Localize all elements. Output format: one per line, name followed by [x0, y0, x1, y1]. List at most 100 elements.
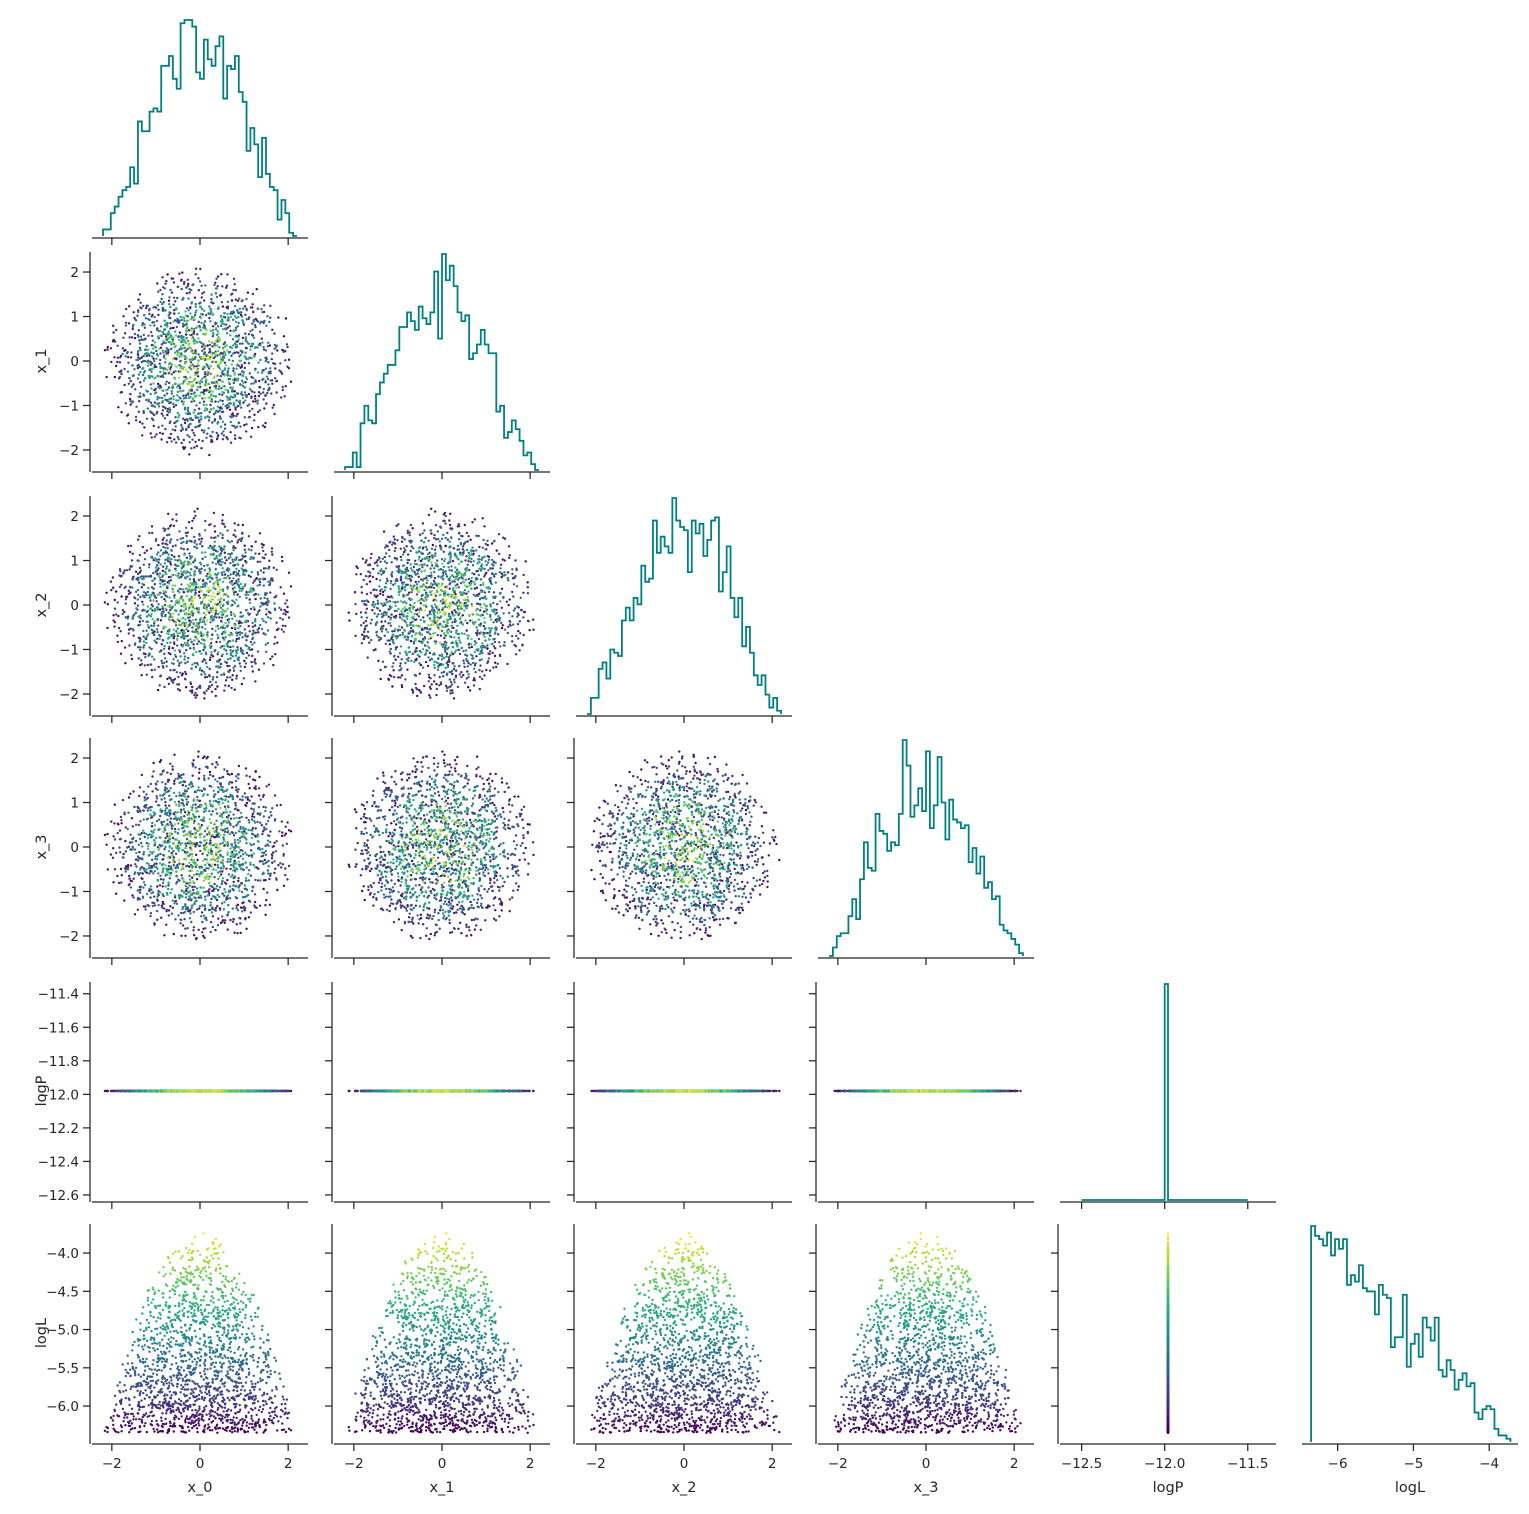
scatter-point	[235, 677, 238, 680]
scatter-point	[257, 425, 260, 429]
scatter-point	[222, 594, 225, 597]
scatter-point	[129, 591, 132, 594]
scatter-point	[158, 634, 161, 637]
scatter-point	[158, 362, 161, 365]
scatter-point	[228, 577, 231, 580]
scatter-point	[227, 367, 230, 370]
scatter-point	[191, 351, 195, 354]
scatter-point	[241, 614, 245, 617]
scatter-point	[273, 636, 277, 639]
scatter-point	[480, 596, 483, 600]
scatter-point	[163, 394, 166, 397]
scatter-point	[182, 631, 186, 634]
scatter-point	[457, 562, 461, 566]
scatter-point	[517, 637, 520, 640]
scatter-point	[254, 540, 257, 543]
scatter-point	[465, 592, 468, 595]
scatter-point	[168, 409, 171, 413]
scatter-point	[410, 634, 414, 638]
scatter-point	[483, 525, 486, 528]
scatter-point	[428, 685, 432, 689]
scatter-point	[225, 284, 229, 287]
scatter-point	[156, 631, 159, 634]
scatter-point	[437, 626, 440, 629]
scatter-point	[184, 604, 187, 607]
scatter-point	[398, 634, 402, 637]
scatter-point	[145, 306, 148, 310]
scatter-point	[152, 424, 155, 428]
scatter-point	[365, 616, 369, 619]
scatter-point	[213, 615, 216, 618]
scatter-point	[409, 579, 413, 582]
scatter-point	[164, 615, 167, 618]
scatter-point	[184, 310, 187, 313]
scatter-point	[466, 598, 469, 602]
scatter-point	[218, 363, 221, 366]
scatter-point	[145, 620, 148, 623]
scatter-point	[250, 357, 253, 360]
scatter-point	[182, 548, 185, 551]
scatter-point	[212, 381, 216, 385]
scatter-point	[361, 557, 365, 560]
scatter-point	[239, 669, 242, 673]
scatter-point	[238, 624, 241, 627]
scatter-point	[137, 335, 140, 339]
scatter-point	[174, 300, 177, 303]
scatter-point	[448, 635, 452, 638]
scatter-point	[394, 604, 397, 607]
scatter-point	[172, 637, 175, 640]
scatter-point	[169, 322, 172, 325]
scatter-point	[456, 685, 460, 689]
scatter-point	[247, 392, 251, 396]
scatter-point	[430, 561, 433, 564]
scatter-point	[132, 575, 135, 578]
scatter-point	[177, 285, 180, 288]
scatter-point	[210, 298, 213, 301]
scatter-point	[196, 362, 200, 365]
scatter-point	[168, 316, 171, 319]
scatter-point	[222, 434, 225, 437]
scatter-point	[155, 349, 158, 353]
scatter-point	[411, 689, 415, 693]
scatter-point	[153, 583, 156, 586]
scatter-point	[177, 413, 181, 417]
scatter-point	[433, 582, 436, 586]
scatter-point	[286, 345, 289, 349]
scatter-point	[208, 567, 211, 570]
scatter-point	[122, 336, 125, 339]
scatter-point	[406, 593, 410, 596]
scatter-point	[233, 586, 237, 589]
scatter-point	[133, 613, 136, 616]
scatter-point	[141, 582, 144, 586]
scatter-point	[202, 431, 205, 434]
scatter-point	[231, 424, 234, 427]
scatter-point	[436, 619, 439, 622]
scatter-point	[507, 611, 511, 615]
scatter-point	[192, 517, 196, 520]
scatter-point	[161, 276, 164, 279]
scatter-point	[179, 671, 182, 674]
scatter-point	[263, 319, 266, 323]
scatter-point	[186, 639, 190, 642]
scatter-point	[406, 624, 409, 628]
scatter-point	[397, 593, 401, 596]
scatter-point	[285, 343, 289, 346]
scatter-point	[172, 641, 176, 644]
scatter-point	[198, 538, 201, 541]
scatter-point	[137, 636, 140, 639]
scatter-point	[379, 592, 382, 595]
scatter-point	[131, 627, 134, 631]
scatter-point	[161, 639, 165, 642]
scatter-point	[202, 391, 205, 394]
scatter-point	[473, 587, 477, 590]
scatter-point	[206, 665, 209, 669]
scatter-point	[184, 623, 188, 626]
scatter-point	[461, 577, 464, 580]
scatter-point	[254, 346, 257, 350]
scatter-point	[273, 347, 276, 351]
scatter-point	[185, 649, 188, 652]
scatter-point	[204, 651, 207, 654]
scatter-point	[200, 540, 203, 543]
scatter-point	[116, 601, 119, 604]
scatter-point	[426, 614, 429, 617]
